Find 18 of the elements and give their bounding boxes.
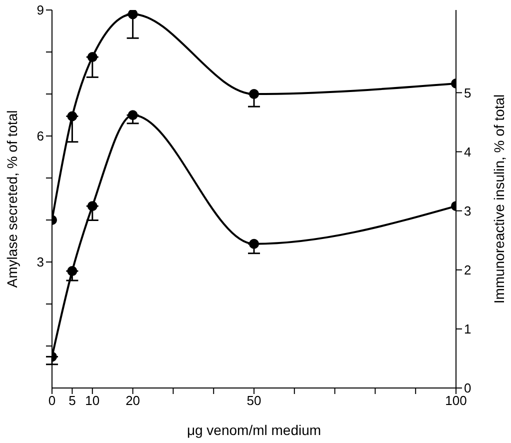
x-tick-label: 10 [85, 393, 100, 408]
y2-tick-label: 2 [464, 262, 472, 278]
y2-tick-label: 5 [464, 85, 472, 100]
y-tick-label: 6 [36, 128, 44, 144]
y2-tick-label: 4 [464, 144, 472, 160]
x-tick-label: 5 [68, 393, 76, 408]
y-axis-title: Amylase secreted, % of total [4, 110, 20, 288]
y-tick-label: 3 [36, 254, 44, 270]
x-axis-title: μg venom/ml medium [186, 422, 322, 438]
x-tick-label: 20 [126, 393, 140, 408]
y2-axis-title: Immunoreactive insulin, % of total [490, 94, 507, 304]
y2-tick-label: 1 [464, 322, 472, 337]
x-tick-label: 100 [445, 393, 467, 408]
y2-tick-label: 3 [464, 203, 472, 218]
y-tick-label: 9 [36, 2, 44, 18]
y2-tick-label: 0 [464, 380, 472, 396]
x-tick-label: 0 [48, 393, 56, 408]
x-tick-label: 50 [246, 393, 262, 408]
